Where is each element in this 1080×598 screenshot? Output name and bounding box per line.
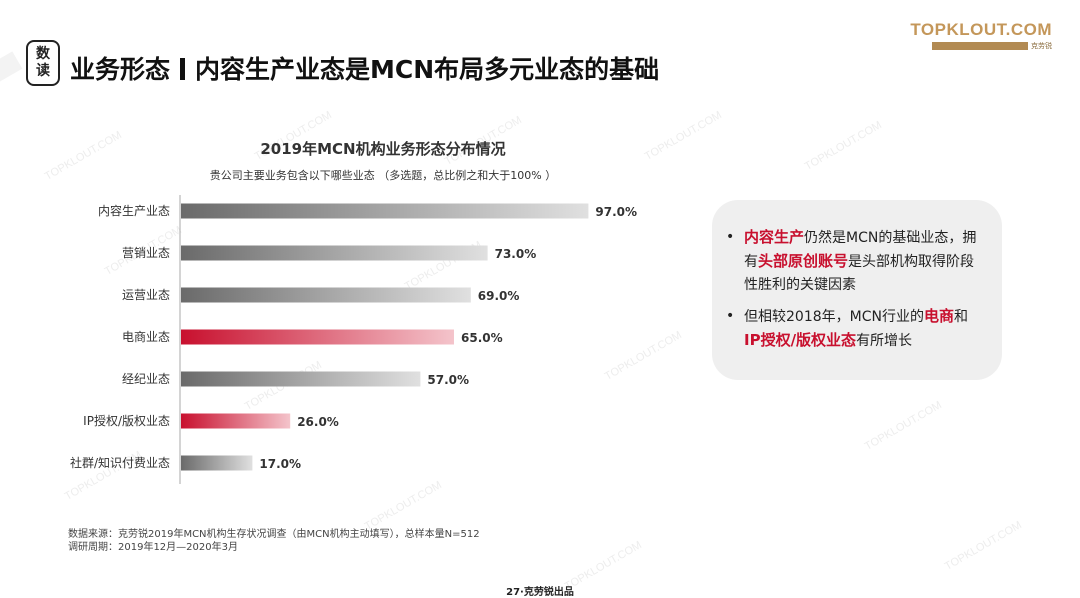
survey-period: 调研周期：2019年12月—2020年3月: [68, 542, 238, 553]
category-label: 营销业态: [122, 246, 170, 260]
plain-text: 仍然是MCN的基础业态，拥有: [744, 230, 977, 270]
watermark: TOPKLOUT.COM: [802, 119, 884, 173]
category-label: 社群/知识付费业态: [70, 455, 170, 470]
bar: [181, 371, 421, 387]
bar: [181, 413, 291, 429]
bar: [181, 455, 253, 471]
category-label: 运营业态: [122, 288, 170, 302]
value-label: 69.0%: [478, 289, 520, 303]
page-title: 业务形态 内容生产业态是MCN布局多元业态的基础: [70, 50, 659, 86]
source-line: 数据来源：克劳锐2019年MCN机构生存状况调查（由MCN机构主动填写），总样本…: [68, 529, 480, 540]
badge-char: 读: [36, 63, 50, 79]
callout-text: 内容生产仍然是MCN的基础业态，拥有头部原创账号是头部机构取得阶段性胜利的关键因…: [744, 226, 984, 297]
plain-text: 但相较2018年，MCN行业的: [744, 309, 924, 325]
logo-tagline: 克劳锐: [910, 41, 1052, 51]
brand-logo: TOPKLOUT.COM 克劳锐: [910, 20, 1052, 51]
logo-strip: [932, 42, 1028, 50]
bar: [181, 203, 589, 219]
bar: [181, 329, 454, 345]
chart-title: 2019年MCN机构业务形态分布情况: [260, 140, 506, 158]
logo-wordmark: TOPKLOUT.COM: [910, 20, 1052, 39]
callout-item: • 内容生产仍然是MCN的基础业态，拥有头部原创账号是头部机构取得阶段性胜利的关…: [726, 226, 984, 297]
category-label: IP授权/版权业态: [83, 413, 170, 428]
highlight-text: IP授权/版权业态: [744, 331, 857, 349]
bar-chart: 内容生产业态 97.0% 营销业态 73.0% 运营业态 69.0% 电商业态 65.0% 经纪…: [70, 195, 637, 484]
bar: [181, 245, 488, 261]
value-label: 73.0%: [495, 247, 537, 261]
bar: [181, 287, 471, 303]
category-label: 经纪业态: [122, 372, 170, 386]
bullet: •: [726, 308, 735, 324]
watermark: TOPKLOUT.COM: [862, 399, 944, 453]
highlight-text: 电商: [923, 307, 954, 325]
highlight-text: 内容生产: [744, 228, 805, 246]
value-label: 97.0%: [595, 205, 637, 219]
value-label: 26.0%: [297, 415, 339, 429]
corner-decoration: [0, 51, 23, 89]
title-separator: [180, 58, 186, 80]
badge-char: 数: [36, 46, 50, 62]
plain-text: 是头部机构取得阶段性胜利的关键因素: [744, 254, 975, 293]
page-footer: 27·克劳锐出品: [506, 587, 574, 598]
title-topic: 业务形态: [70, 55, 171, 84]
insight-callout: • 内容生产仍然是MCN的基础业态，拥有头部原创账号是头部机构取得阶段性胜利的关…: [712, 200, 1002, 380]
data-source: 数据来源：克劳锐2019年MCN机构生存状况调查（由MCN机构主动填写），总样本…: [68, 528, 480, 554]
plain-text: 有所增长: [856, 333, 913, 349]
callout-text: 但相较2018年，MCN行业的电商和 IP授权/版权业态有所增长: [744, 305, 984, 353]
title-headline: 内容生产业态是MCN布局多元业态的基础: [195, 55, 660, 84]
bullet: •: [726, 229, 735, 245]
highlight-text: 头部原创账号: [758, 252, 849, 270]
plain-text: 和: [953, 309, 968, 325]
chart-subtitle: 贵公司主要业务包含以下哪些业态 （多选题，总比例之和大于100% ）: [209, 169, 557, 182]
value-label: 17.0%: [259, 457, 301, 471]
category-label: 内容生产业态: [98, 203, 170, 218]
logo-cn: 克劳锐: [1031, 42, 1052, 50]
section-badge: 数 读: [26, 40, 60, 86]
value-label: 65.0%: [461, 331, 503, 345]
watermark: TOPKLOUT.COM: [942, 519, 1024, 573]
value-label: 57.0%: [427, 373, 469, 387]
category-label: 电商业态: [122, 329, 170, 344]
callout-item: • 但相较2018年，MCN行业的电商和 IP授权/版权业态有所增长: [726, 305, 984, 353]
